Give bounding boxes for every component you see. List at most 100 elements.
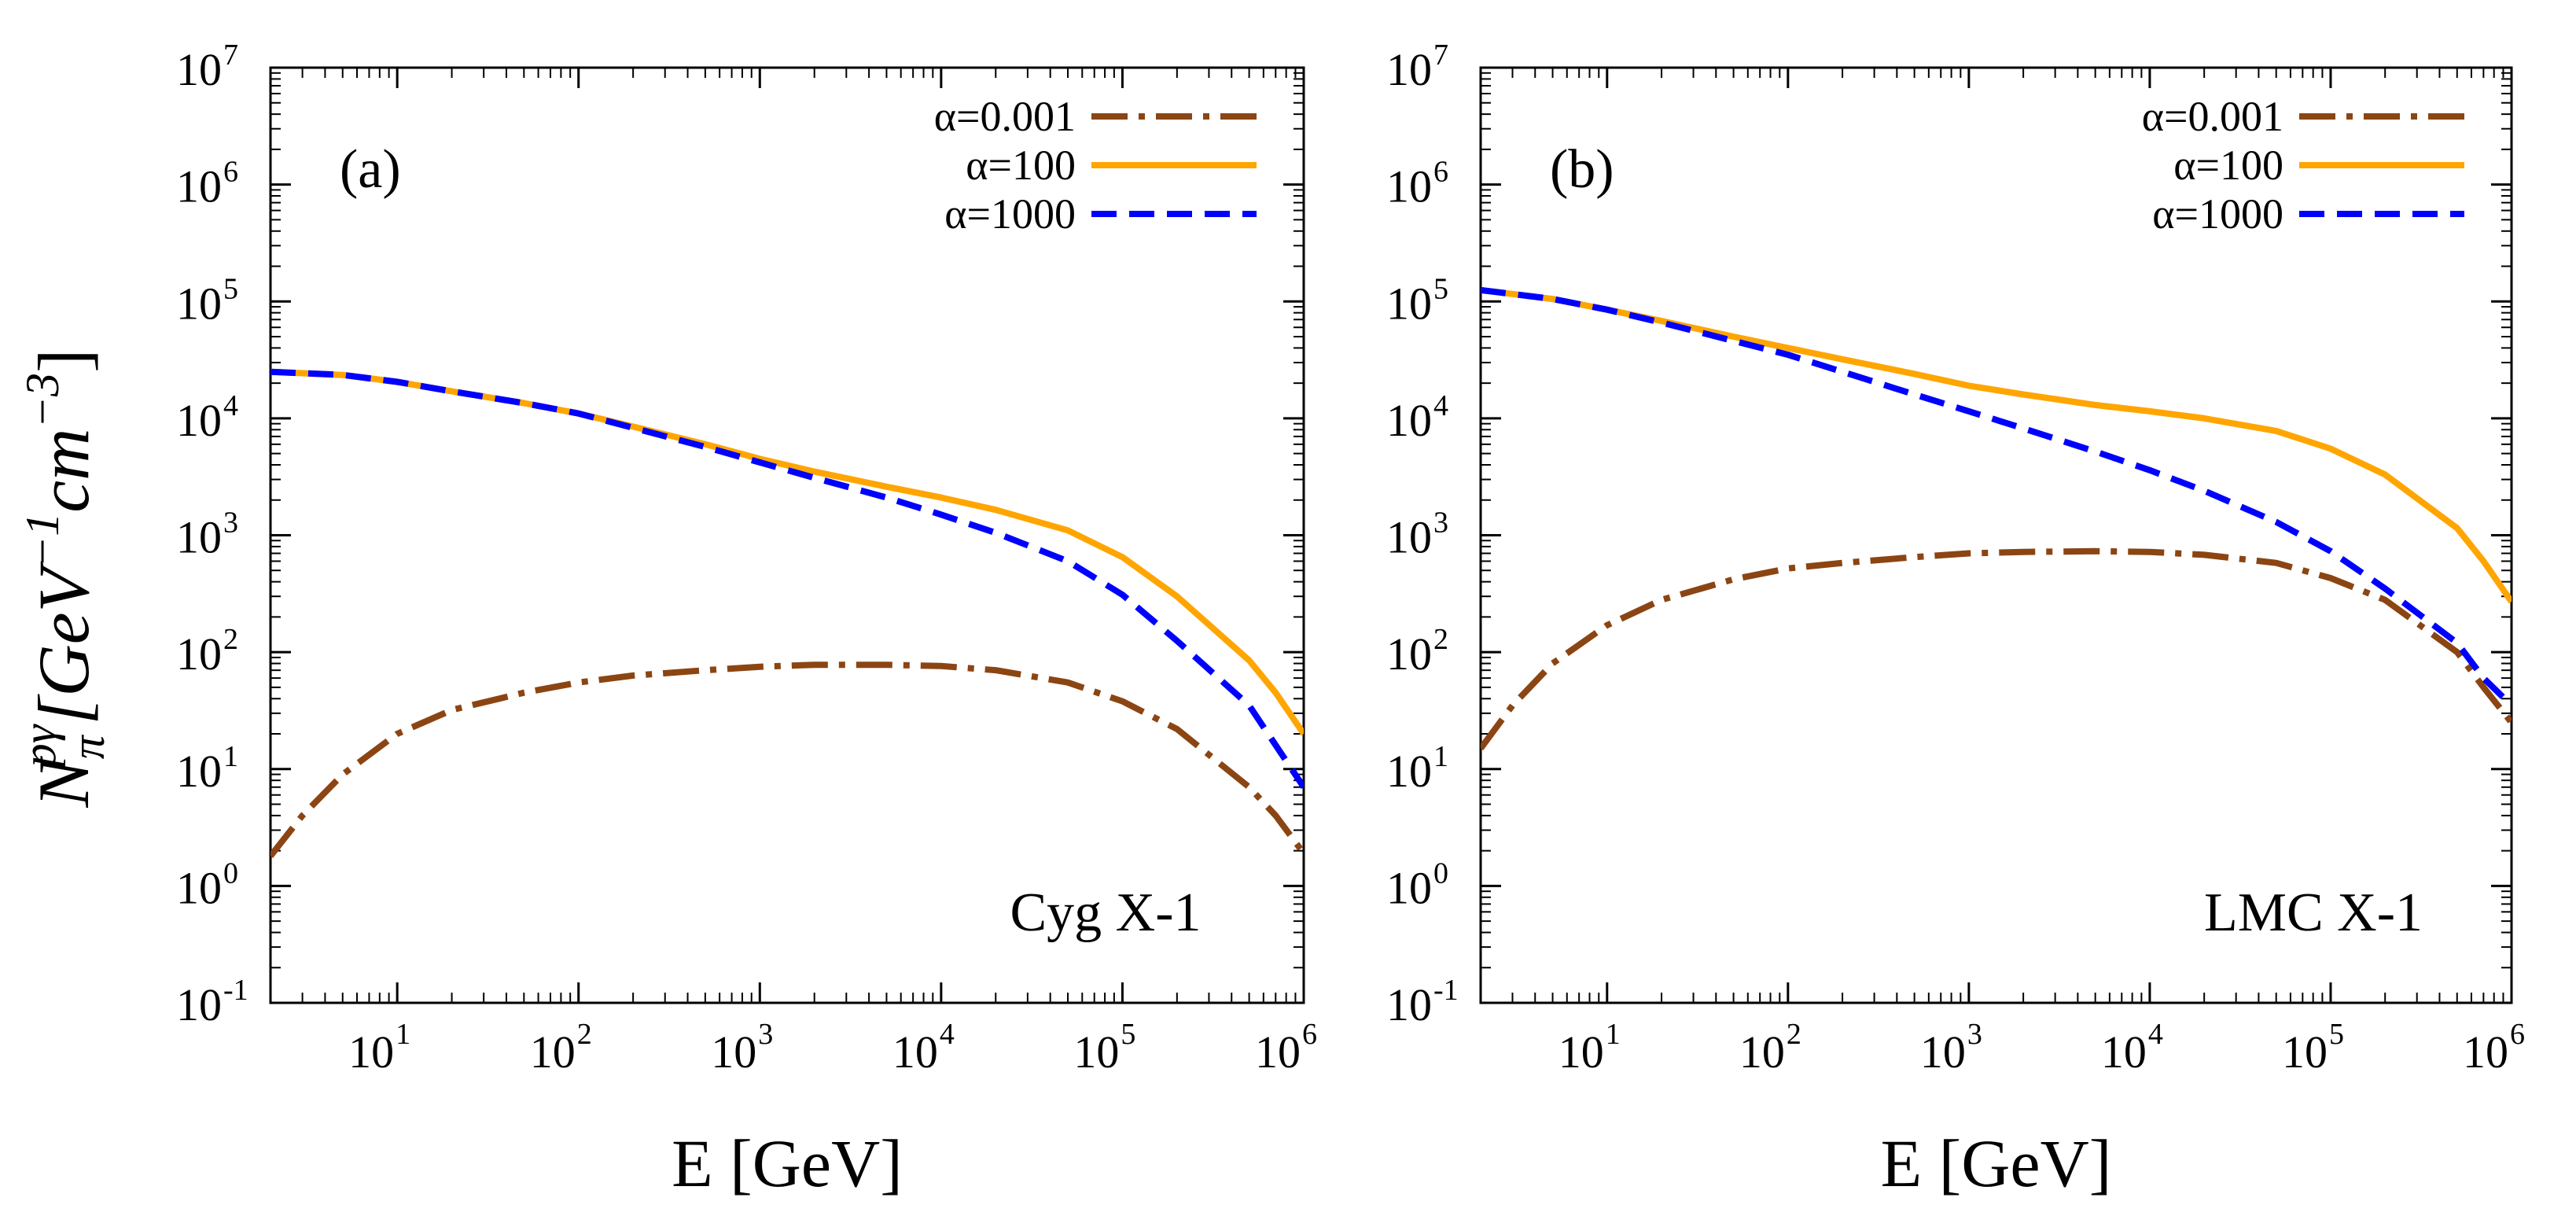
- chart-1-x-tick-exp: 3: [1967, 1018, 1982, 1051]
- chart-0-y-tick-base: 10: [176, 512, 222, 563]
- chart-0-y-tick-base: 10: [176, 746, 222, 797]
- chart-0-y-tick-exp: 4: [223, 389, 238, 422]
- chart-0-y-tick-base: 10: [176, 278, 222, 329]
- chart-0-y-tick-exp: 3: [223, 507, 238, 540]
- chart-0-y-tick-label: 10: [176, 512, 222, 563]
- chart-1-y-tick-base: 10: [1386, 862, 1432, 913]
- chart-1-y-tick-base: 10: [1386, 44, 1432, 95]
- chart-1-y-tick-label: 10: [1386, 862, 1432, 913]
- chart-1-y-tick-label: 10: [1386, 512, 1432, 563]
- chart-0-y-tick-label: 10: [176, 395, 222, 446]
- chart-0-x-tick-label: 10: [530, 1026, 576, 1078]
- chart-1-x-tick-label: 10: [1558, 1026, 1604, 1078]
- chart-1-x-tick-exp: 1: [1606, 1018, 1621, 1051]
- chart-0-x-tick-label: 10: [1255, 1026, 1301, 1078]
- chart-0-x-axis-label: E [GeV]: [672, 1126, 903, 1201]
- chart-0-series-line-2: [270, 368, 1304, 790]
- chart-0-y-tick-exp: 6: [223, 156, 238, 189]
- chart-1-plot-frame: [1479, 66, 2513, 1004]
- y-axis-label-unit-open: [GeV: [24, 560, 104, 724]
- y-axis-label: Nπpγ[GeV−1cm−3]: [13, 348, 114, 808]
- chart-1-x-tick-label: 10: [1739, 1026, 1785, 1078]
- chart-0-legend-label: α=1000: [944, 190, 1076, 238]
- chart-1-x-tick-exp: 5: [2329, 1018, 2344, 1051]
- chart-1-y-tick-base: 10: [1386, 979, 1432, 1030]
- chart-1-y-tick-label: 10: [1386, 628, 1432, 680]
- chart-0-x-tick-label: 10: [348, 1026, 394, 1078]
- chart-0-legend-label: α=100: [966, 142, 1076, 189]
- chart-1-series-line-0: [1481, 547, 2512, 750]
- chart-0-y-tick-base: 10: [176, 979, 222, 1030]
- chart-1-x-tick-label: 10: [1920, 1026, 1966, 1078]
- chart-1-y-tick-base: 10: [1386, 278, 1432, 329]
- chart-0-series-line-1: [270, 368, 1304, 736]
- chart-0-panel-tag: (a): [340, 139, 401, 200]
- chart-1-legend-label: α=100: [2173, 142, 2283, 189]
- chart-0-x-tick-exp: 5: [1121, 1018, 1135, 1051]
- chart-1-y-tick-base: 10: [1386, 161, 1432, 212]
- chart-1-panel-tag: (b): [1550, 139, 1614, 200]
- y-axis-label-exp2: −3: [17, 373, 68, 429]
- chart-1-y-tick-label: 10: [1386, 395, 1432, 446]
- chart-1-x-tick-exp: 4: [2148, 1018, 2163, 1051]
- chart-0-y-tick-exp: 2: [223, 623, 238, 656]
- chart-0-y-tick-exp: 7: [223, 39, 238, 72]
- chart-1-y-tick-exp: 3: [1433, 507, 1448, 540]
- y-axis-label-sup: pγ: [13, 724, 65, 770]
- chart-1-x-tick-exp: 6: [2510, 1018, 2525, 1051]
- chart-0-y-tick-label: 10: [176, 979, 222, 1030]
- chart-0-y-tick-label: 10: [176, 628, 222, 680]
- chart-0-x-tick-exp: 6: [1302, 1018, 1317, 1051]
- chart-1-y-tick-exp: 5: [1433, 272, 1448, 305]
- chart-0-x-tick-exp: 1: [396, 1018, 410, 1051]
- chart-0-y-tick-base: 10: [176, 862, 222, 913]
- chart-0-y-tick-exp: 1: [223, 740, 238, 773]
- chart-0-y-tick-label: 10: [176, 278, 222, 329]
- chart-0-series-line-0: [270, 661, 1304, 858]
- chart-0-y-tick-base: 10: [176, 44, 222, 95]
- chart-0-x-tick-exp: 4: [940, 1018, 955, 1051]
- chart-1-y-tick-exp: 6: [1433, 156, 1448, 189]
- y-axis-label-unit-close: ]: [24, 348, 104, 373]
- chart-1-y-tick-base: 10: [1386, 628, 1432, 680]
- chart-0-x-tick-label: 10: [1073, 1026, 1119, 1078]
- y-axis-label-sub: π: [62, 734, 114, 759]
- chart-0-y-tick-exp: 0: [223, 857, 238, 890]
- y-axis-label-exp1: −1: [17, 513, 68, 569]
- chart-1-y-tick-exp: 0: [1433, 857, 1448, 890]
- chart-0-legend-label: α=0.001: [934, 93, 1076, 140]
- y-axis-label-N: N: [24, 756, 104, 809]
- chart-0-x-tick-exp: 3: [758, 1018, 773, 1051]
- chart-1-y-tick-label: 10: [1386, 979, 1432, 1030]
- chart-0-y-tick-base: 10: [176, 395, 222, 446]
- chart-1-source-label: LMC X-1: [2204, 882, 2423, 943]
- chart-1-x-tick-exp: 2: [1787, 1018, 1801, 1051]
- chart-1-y-tick-exp: 7: [1433, 39, 1448, 72]
- chart-1-series-line-2: [1481, 286, 2512, 708]
- chart-0-y-tick-base: 10: [176, 161, 222, 212]
- panel-a: 10 -110 010 110 210 310 410 510 610 710 1 10 2 10 3 10 4…: [176, 39, 1317, 1201]
- chart-1-legend-label: α=0.001: [2142, 93, 2283, 140]
- chart-0-y-tick-base: 10: [176, 628, 222, 680]
- chart-1-y-tick-base: 10: [1386, 395, 1432, 446]
- chart-1-y-tick-label: 10: [1386, 278, 1432, 329]
- chart-1-y-tick-label: 10: [1386, 161, 1432, 212]
- chart-0-x-tick-exp: 2: [577, 1018, 592, 1051]
- chart-1-y-tick-base: 10: [1386, 512, 1432, 563]
- chart-1-y-tick-exp: 4: [1433, 389, 1448, 422]
- chart-1-x-tick-label: 10: [2282, 1026, 2328, 1078]
- chart-1-x-tick-label: 10: [2463, 1026, 2508, 1078]
- chart-1-y-tick-base: 10: [1386, 746, 1432, 797]
- chart-1-series-line-1: [1481, 286, 2512, 604]
- chart-1-y-tick-exp: -1: [1433, 974, 1459, 1007]
- chart-0-y-tick-label: 10: [176, 746, 222, 797]
- chart-0-y-tick-label: 10: [176, 44, 222, 95]
- chart-0-y-tick-label: 10: [176, 862, 222, 913]
- chart-0-y-tick-exp: -1: [223, 974, 248, 1007]
- chart-1-legend-label: α=1000: [2152, 190, 2283, 238]
- chart-0-x-tick-label: 10: [711, 1026, 756, 1078]
- chart-0-source-label: Cyg X-1: [1010, 882, 1201, 943]
- y-axis-label-cm: cm: [24, 428, 104, 512]
- chart-1-y-tick-exp: 1: [1433, 740, 1448, 773]
